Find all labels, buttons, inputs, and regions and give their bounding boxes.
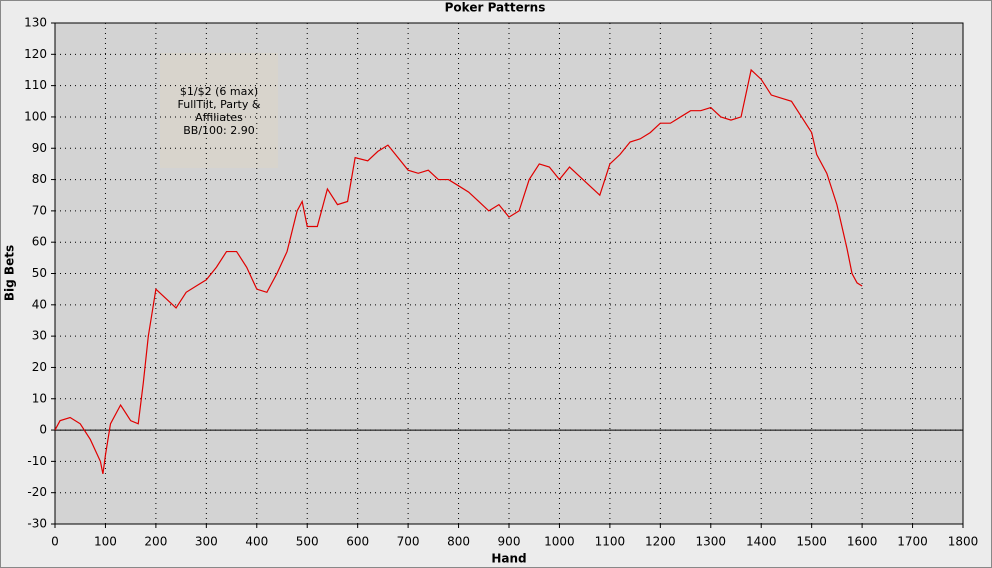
y-tick-label: -20 [27,485,47,499]
data-line [54,68,863,475]
x-tick-label: 1800 [948,535,979,549]
y-tick-label: 100 [24,109,47,123]
x-tick-label: 700 [397,535,420,549]
x-tick-label: 1100 [595,535,626,549]
x-tick-label: 200 [144,535,167,549]
x-axis-label: Hand [491,552,526,566]
y-tick-label: 70 [32,203,47,217]
chart-title: Poker Patterns [445,1,546,15]
y-tick-label: 120 [24,47,47,61]
y-tick-label: 60 [32,235,47,249]
x-tick-label: 1200 [645,535,676,549]
annotation-text: Affiliates [195,111,243,124]
y-tick-label: -30 [27,517,47,531]
x-tick-label: 0 [51,535,59,549]
grid [54,22,964,525]
y-axis-label: Big Bets [3,245,17,301]
y-tick-label: 130 [24,16,47,30]
annotation-text: $1/$2 (6 max) [180,85,258,98]
y-tick-label: 110 [24,78,47,92]
x-tick-label: 1300 [696,535,727,549]
x-tick-label: 500 [296,535,319,549]
annotation-text: BB/100: 2.90 [183,124,255,137]
y-tick-label: 30 [32,329,47,343]
annotation-text: FullTilt, Party & [178,98,261,111]
y-tick-label: 40 [32,297,47,311]
x-tick-label: 1000 [544,535,575,549]
y-tick-label: 20 [32,360,47,374]
y-tick-label: 0 [39,423,47,437]
y-tick-label: -10 [27,454,47,468]
x-tick-label: 300 [195,535,218,549]
plot [54,68,863,475]
x-tick-label: 1500 [796,535,827,549]
x-tick-label: 1600 [847,535,878,549]
x-tick-label: 400 [245,535,268,549]
y-tick-label: 50 [32,266,47,280]
y-tick-label: 80 [32,172,47,186]
x-tick-label: 900 [498,535,521,549]
x-tick-label: 1400 [746,535,777,549]
x-tick-label: 100 [94,535,117,549]
x-tick-label: 1700 [897,535,928,549]
x-tick-label: 600 [346,535,369,549]
y-tick-label: 90 [32,141,47,155]
y-tick-label: 10 [32,391,47,405]
x-tick-label: 800 [447,535,470,549]
annotation-box [160,53,278,168]
